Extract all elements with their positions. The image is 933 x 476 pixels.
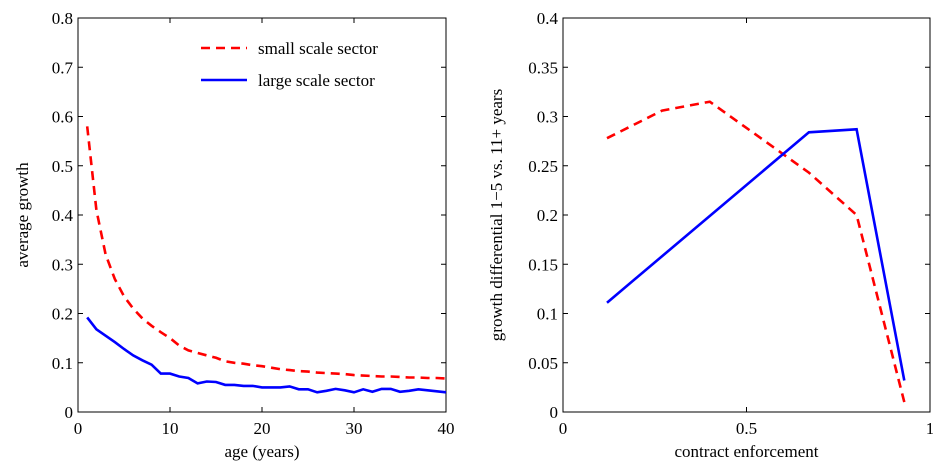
legend-label: large scale sector xyxy=(258,71,375,90)
series-line-small-scale-sector xyxy=(85,126,447,380)
y-tick-label: 0.25 xyxy=(528,157,558,176)
legend-label: small scale sector xyxy=(258,39,378,58)
series-line-large-scale-sector xyxy=(86,316,447,394)
y-axis-label: growth differential 1−5 vs. 11+ years xyxy=(487,89,506,341)
y-tick-label: 0.6 xyxy=(52,108,73,127)
y-tick-label: 0.2 xyxy=(537,206,558,225)
y-tick-label: 0.1 xyxy=(52,354,73,373)
y-axis-label: average growth xyxy=(13,162,32,268)
series-line-small-scale-sector xyxy=(606,100,906,403)
left-panel-age-growth: 0 10 20 30 40 0 0.1 0.2 0.3 0.4 0.5 0.6 0.7 0.8 age (y… xyxy=(13,9,455,461)
y-tick-label: 0.1 xyxy=(537,305,558,324)
right-panel-contract-enforcement: 0 0.5 1 0 0.05 0.1 0.15 0.2 0.25 0.3 0.35 0.4 contra… xyxy=(487,9,933,461)
y-tick-label: 0.4 xyxy=(537,9,559,28)
y-tick-label: 0.8 xyxy=(52,9,73,28)
y-tick-label: 0.4 xyxy=(52,206,74,225)
x-tick-label: 30 xyxy=(346,419,363,438)
y-tick-label: 0.5 xyxy=(52,157,73,176)
y-tick-label: 0.7 xyxy=(52,58,74,77)
y-tick-label: 0.35 xyxy=(528,58,558,77)
x-tick-label: 10 xyxy=(162,419,179,438)
x-axis-label: age (years) xyxy=(224,442,299,461)
y-tick-label: 0.05 xyxy=(528,354,558,373)
y-tick-label: 0 xyxy=(65,403,74,422)
y-tick-label: 0.15 xyxy=(528,255,558,274)
x-tick-label: 0 xyxy=(559,419,568,438)
y-tick-label: 0.2 xyxy=(52,305,73,324)
x-tick-label: 1 xyxy=(926,419,933,438)
x-tick-label: 20 xyxy=(254,419,271,438)
x-tick-label: 0.5 xyxy=(736,419,757,438)
x-tick-label: 0 xyxy=(74,419,83,438)
x-tick-label: 40 xyxy=(438,419,455,438)
y-tick-label: 0 xyxy=(550,403,559,422)
x-axis-label: contract enforcement xyxy=(675,442,819,461)
y-tick-label: 0.3 xyxy=(52,255,73,274)
series-line-large-scale-sector xyxy=(606,127,906,381)
axes-box xyxy=(562,17,931,413)
y-tick-label: 0.3 xyxy=(537,108,558,127)
